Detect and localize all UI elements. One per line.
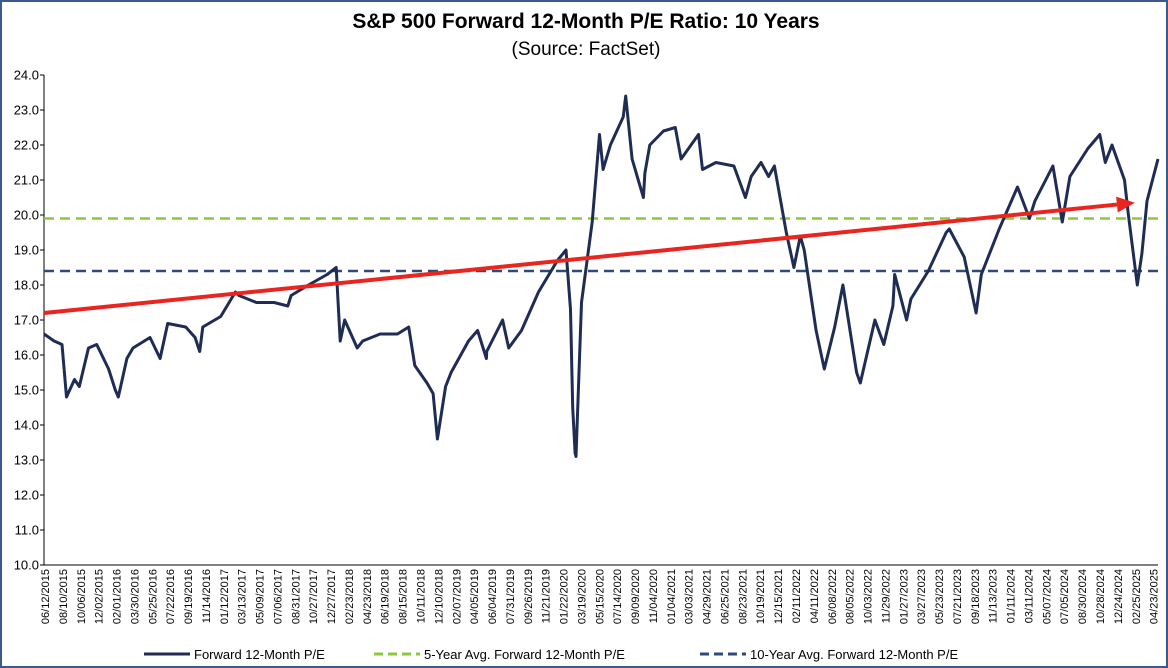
- x-tick-label: 12/02/2015: [94, 569, 106, 624]
- y-tick-label: 19.0: [14, 243, 39, 258]
- x-tick-label: 10/19/2021: [755, 569, 767, 624]
- x-tick-label: 12/15/2021: [773, 569, 785, 624]
- x-tick-label: 11/21/2019: [541, 569, 553, 623]
- x-tick-label: 01/04/2021: [666, 569, 678, 624]
- x-tick-label: 07/31/2019: [505, 569, 517, 624]
- x-tick-label: 01/27/2023: [898, 569, 910, 624]
- y-tick-label: 22.0: [14, 138, 39, 153]
- x-tick-label: 04/23/2025: [1149, 569, 1161, 624]
- x-tick-label: 04/29/2021: [702, 569, 714, 624]
- x-tick-label: 08/23/2021: [737, 569, 749, 624]
- x-tick-label: 08/30/2024: [1077, 569, 1089, 624]
- x-tick-label: 03/30/2016: [129, 569, 141, 624]
- y-tick-label: 13.0: [14, 453, 39, 468]
- trend-arrow-line: [43, 202, 1118, 315]
- x-tick-label: 03/27/2023: [916, 569, 928, 624]
- x-tick-label: 03/11/2024: [1024, 569, 1036, 623]
- x-tick-label: 05/15/2020: [594, 569, 606, 624]
- x-tick-label: 09/26/2019: [523, 569, 535, 624]
- x-tick-label: 07/14/2020: [612, 569, 624, 624]
- x-tick-label: 10/06/2015: [76, 569, 88, 624]
- y-tick-label: 18.0: [14, 278, 39, 293]
- x-tick-label: 11/14/2016: [201, 569, 213, 623]
- y-tick-label: 10.0: [14, 558, 39, 573]
- y-tick-label: 15.0: [14, 383, 39, 398]
- x-tick-label: 06/08/2022: [827, 569, 839, 624]
- x-tick-label: 01/22/2020: [559, 569, 571, 624]
- y-tick-label: 16.0: [14, 348, 39, 363]
- y-tick-label: 21.0: [14, 173, 39, 188]
- y-tick-label: 24.0: [14, 68, 39, 83]
- chart-title: S&P 500 Forward 12-Month P/E Ratio: 10 Y…: [352, 10, 819, 33]
- x-tick-label: 02/01/2016: [112, 569, 124, 624]
- y-tick-label: 20.0: [14, 208, 39, 223]
- y-tick-label: 17.0: [14, 313, 39, 328]
- x-tick-label: 01/12/2017: [219, 569, 231, 624]
- legend-label: Forward 12-Month P/E: [194, 647, 325, 662]
- x-tick-label: 08/15/2018: [398, 569, 410, 624]
- x-tick-label: 02/11/2022: [791, 569, 803, 623]
- x-tick-label: 06/04/2019: [487, 569, 499, 624]
- x-tick-label: 09/09/2020: [630, 569, 642, 624]
- x-tick-label: 01/11/2024: [1006, 569, 1018, 623]
- x-tick-label: 08/05/2022: [845, 569, 857, 624]
- x-tick-label: 08/10/2015: [58, 569, 70, 624]
- chart-subtitle: (Source: FactSet): [512, 39, 661, 60]
- x-tick-label: 06/12/2015: [40, 569, 52, 624]
- trend-arrow-head: [1116, 196, 1135, 213]
- x-tick-label: 06/19/2018: [380, 569, 392, 624]
- x-tick-label: 10/03/2022: [863, 569, 875, 624]
- x-tick-label: 10/11/2018: [416, 569, 428, 623]
- x-tick-label: 12/24/2024: [1113, 569, 1125, 624]
- y-tick-label: 11.0: [15, 523, 39, 538]
- x-tick-label: 06/25/2021: [720, 569, 732, 624]
- y-tick-label: 12.0: [14, 488, 39, 503]
- x-tick-label: 02/25/2025: [1131, 569, 1143, 624]
- x-tick-label: 05/25/2016: [147, 569, 159, 624]
- x-tick-label: 08/31/2017: [290, 569, 302, 624]
- x-tick-label: 12/10/2018: [433, 569, 445, 624]
- x-tick-label: 04/05/2019: [469, 569, 481, 624]
- x-tick-label: 11/29/2022: [880, 569, 892, 623]
- x-tick-label: 12/27/2017: [326, 569, 338, 624]
- x-tick-label: 05/23/2023: [934, 569, 946, 624]
- x-tick-label: 07/22/2016: [165, 569, 177, 624]
- legend-label: 5-Year Avg. Forward 12-Month P/E: [424, 647, 625, 662]
- y-tick-label: 23.0: [14, 103, 39, 118]
- x-tick-label: 04/23/2018: [362, 569, 374, 624]
- x-tick-label: 09/19/2016: [183, 569, 195, 624]
- x-tick-label: 04/11/2022: [809, 569, 821, 623]
- x-tick-label: 11/04/2020: [648, 569, 660, 623]
- x-tick-label: 03/03/2021: [684, 569, 696, 624]
- x-tick-label: 09/18/2023: [970, 569, 982, 624]
- x-tick-label: 07/21/2023: [952, 569, 964, 624]
- x-tick-label: 10/27/2017: [308, 569, 320, 624]
- x-tick-label: 07/06/2017: [273, 569, 285, 624]
- x-tick-label: 11/13/2023: [988, 569, 1000, 623]
- x-tick-label: 03/13/2017: [237, 569, 249, 624]
- x-tick-label: 02/23/2018: [344, 569, 356, 624]
- forward-pe-line: [43, 94, 1160, 458]
- x-tick-label: 07/05/2024: [1059, 569, 1071, 624]
- x-tick-label: 05/07/2024: [1041, 569, 1053, 624]
- x-tick-label: 02/07/2019: [451, 569, 463, 624]
- x-tick-label: 05/09/2017: [255, 569, 267, 624]
- x-tick-label: 03/19/2020: [576, 569, 588, 624]
- x-tick-label: 10/28/2024: [1095, 569, 1107, 624]
- legend-label: 10-Year Avg. Forward 12-Month P/E: [750, 647, 958, 662]
- y-tick-label: 14.0: [14, 418, 39, 433]
